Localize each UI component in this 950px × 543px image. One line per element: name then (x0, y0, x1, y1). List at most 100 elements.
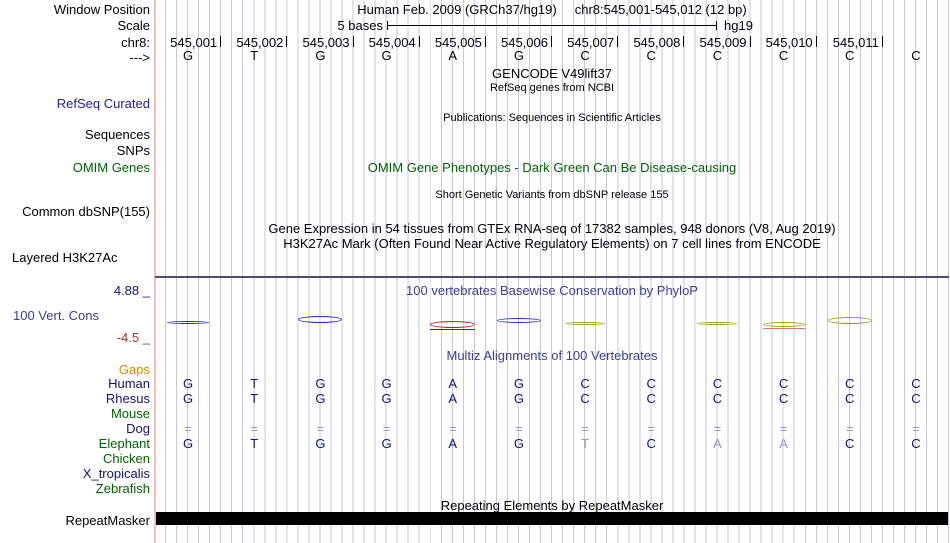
ruler-position-label: 545,002 (236, 35, 284, 50)
sidebar-gaps[interactable]: Gaps (118, 362, 150, 377)
sidebar-chrom: chr8: (121, 35, 150, 50)
ruler-position-label: 545,005 (434, 35, 482, 50)
ruler-position-tick (352, 36, 354, 47)
conservation-wiggle-shape (827, 317, 872, 324)
sidebar-species-zebrafish[interactable]: Zebrafish (95, 481, 150, 496)
elephant-base-letter: C (845, 436, 855, 451)
rhesus-base-letter: G (513, 391, 524, 406)
elephant-base-letter: A (779, 436, 788, 451)
window-title: Human Feb. 2009 (GRCh37/hg19) chr8:545,0… (155, 2, 949, 17)
conservation-wiggle-shape (697, 322, 738, 325)
dog-base-letter: = (382, 421, 391, 436)
track-title-dbsnp[interactable]: Short Genetic Variants from dbSNP releas… (435, 189, 669, 201)
sidebar-strand: ---> (129, 50, 150, 65)
dog-base-letter: = (581, 421, 589, 436)
dog-base-letter: = (448, 421, 457, 436)
human-base-letter: C (778, 376, 789, 391)
sidebar-layered-h3k27ac[interactable]: Layered H3K27Ac (12, 250, 118, 265)
track-separator-line (155, 276, 949, 278)
ruler-base-letter: G (381, 48, 392, 63)
elephant-base-letter: C (911, 436, 921, 451)
conservation-wiggle-underline (762, 328, 805, 329)
ruler-position-label: 545,008 (633, 35, 681, 50)
track-title-omim[interactable]: OMIM Gene Phenotypes - Dark Green Can Be… (367, 160, 737, 175)
sidebar-species-dog[interactable]: Dog (126, 421, 150, 436)
dog-base-letter: = (845, 421, 854, 436)
dog-base-letter: = (912, 421, 920, 436)
ruler-base-letter: C (911, 48, 921, 63)
rhesus-base-letter: C (845, 391, 855, 406)
ruler-position-label: 545,004 (368, 35, 416, 50)
sidebar-repeatmasker[interactable]: RepeatMasker (65, 513, 150, 528)
sidebar-snps[interactable]: SNPs (116, 143, 150, 158)
repeatmasker-element-bar[interactable] (156, 512, 948, 525)
track-title-h3k27ac[interactable]: H3K27Ac Mark (Often Found Near Active Re… (283, 236, 821, 251)
track-title-refseq[interactable]: RefSeq genes from NCBI (489, 82, 615, 94)
conservation-wiggle-underline (430, 329, 476, 330)
sidebar-species-chicken[interactable]: Chicken (103, 451, 150, 466)
ruler-base-letter: A (448, 48, 458, 63)
rhesus-base-letter: G (183, 391, 194, 406)
ruler-base-letter: C (712, 48, 723, 63)
ruler-base-letter: C (646, 48, 656, 63)
sidebar-species-rhesus[interactable]: Rhesus (105, 391, 150, 406)
sidebar-common-dbsnp[interactable]: Common dbSNP(155) (22, 204, 150, 219)
ruler-position-label: 545,007 (567, 35, 615, 50)
sidebar-species-elephant[interactable]: Elephant (98, 436, 150, 451)
label-area-divider (154, 0, 156, 543)
dog-base-letter: = (316, 421, 325, 436)
track-title-repeatmasker[interactable]: Repeating Elements by RepeatMasker (440, 498, 664, 513)
ruler-position-tick (484, 36, 486, 47)
rhesus-base-letter: C (778, 391, 789, 406)
assembly-title: Human Feb. 2009 (GRCh37/hg19) (357, 2, 557, 17)
elephant-base-letter: A (713, 436, 722, 451)
track-title-publications[interactable]: Publications: Sequences in Scientific Ar… (443, 112, 661, 124)
conservation-wiggle-shape (565, 322, 606, 325)
rhesus-base-letter: G (381, 391, 392, 406)
track-title-gtex[interactable]: Gene Expression in 54 tissues from GTEx … (268, 221, 836, 236)
ruler-position-tick (286, 36, 288, 47)
human-base-letter: A (448, 376, 458, 391)
sidebar-species-x_tropicalis[interactable]: X_tropicalis (82, 466, 150, 481)
ruler-base-letter: T (250, 48, 259, 63)
scale-bases-label: 5 bases (337, 18, 383, 33)
ruler-position-tick (881, 36, 883, 47)
elephant-base-letter: G (513, 436, 524, 451)
conservation-wiggle-shape (430, 321, 476, 328)
track-title-multiz[interactable]: Multiz Alignments of 100 Vertebrates (446, 348, 658, 363)
dog-base-letter: = (515, 421, 523, 436)
dog-base-letter: = (184, 421, 192, 436)
sidebar-refseq-curated[interactable]: RefSeq Curated (56, 96, 150, 111)
ruler-position-label: 545,011 (832, 35, 879, 50)
human-base-letter: C (845, 376, 855, 391)
track-title-gencode[interactable]: GENCODE V49lift37 (492, 66, 612, 81)
track-title-phylop[interactable]: 100 vertebrates Basewise Conservation by… (406, 283, 698, 298)
human-base-letter: T (250, 376, 259, 391)
scale-bar-right-tick (716, 21, 717, 30)
sidebar-window-position: Window Position (53, 2, 150, 17)
ruler-base-letter: C (845, 48, 855, 63)
sidebar-sequences[interactable]: Sequences (84, 127, 150, 142)
human-base-letter: G (513, 376, 524, 391)
sidebar-omim-genes[interactable]: OMIM Genes (72, 160, 150, 175)
elephant-base-letter: G (315, 436, 326, 451)
human-base-letter: C (712, 376, 723, 391)
base-position-gridlines (155, 0, 949, 543)
ruler-position-label: 545,006 (501, 35, 548, 50)
ruler-position-tick (815, 36, 817, 47)
sidebar-species-human[interactable]: Human (108, 376, 150, 391)
ruler-base-letter: C (778, 48, 789, 63)
ruler-position-label: 545,001 (170, 35, 218, 50)
conservation-wiggle-shape (496, 318, 541, 323)
rhesus-base-letter: C (911, 391, 921, 406)
elephant-base-letter: G (183, 436, 194, 451)
sidebar-vert-cons[interactable]: 100 Vert. Cons (13, 308, 99, 323)
human-base-letter: G (381, 376, 392, 391)
rhesus-base-letter: G (315, 391, 326, 406)
ruler-position-tick (418, 36, 420, 47)
sidebar-species-mouse[interactable]: Mouse (110, 406, 150, 421)
ruler-position-tick (220, 36, 222, 47)
dog-base-letter: = (250, 421, 259, 436)
human-base-letter: C (646, 376, 656, 391)
